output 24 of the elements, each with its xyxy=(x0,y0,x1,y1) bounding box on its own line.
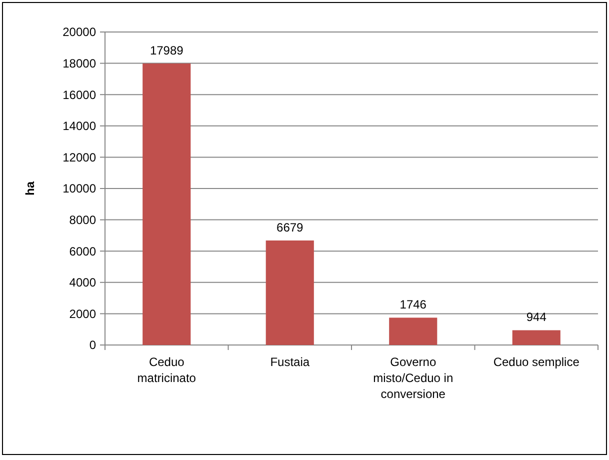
data-label: 944 xyxy=(526,310,547,324)
data-label: 1746 xyxy=(400,298,427,312)
y-tick-label: 2000 xyxy=(69,306,96,321)
y-tick-label: 0 xyxy=(89,338,96,352)
y-tick-label: 14000 xyxy=(62,119,96,134)
y-tick-label: 10000 xyxy=(62,182,96,196)
bar xyxy=(266,240,314,345)
data-label: 17989 xyxy=(150,43,184,58)
x-tick-label: Ceduo matricinato xyxy=(137,355,196,385)
y-tick-label: 6000 xyxy=(69,244,96,258)
bar xyxy=(389,318,438,345)
y-tick-label: 8000 xyxy=(69,213,96,227)
x-tick-label: Governo misto/Ceduo in conversione xyxy=(373,355,454,401)
y-tick-label: 20000 xyxy=(62,25,96,40)
y-axis-title: ha xyxy=(23,181,37,196)
bar xyxy=(512,330,560,345)
y-tick-label: 12000 xyxy=(62,150,96,164)
data-label: 6679 xyxy=(276,220,304,234)
bar xyxy=(142,63,191,345)
x-tick-label: Ceduo semplice xyxy=(493,355,580,369)
x-tick-label: Fustaia xyxy=(270,355,310,369)
y-tick-label: 18000 xyxy=(62,56,96,70)
y-tick-label: 4000 xyxy=(69,276,96,290)
y-tick-label: 16000 xyxy=(62,88,96,102)
